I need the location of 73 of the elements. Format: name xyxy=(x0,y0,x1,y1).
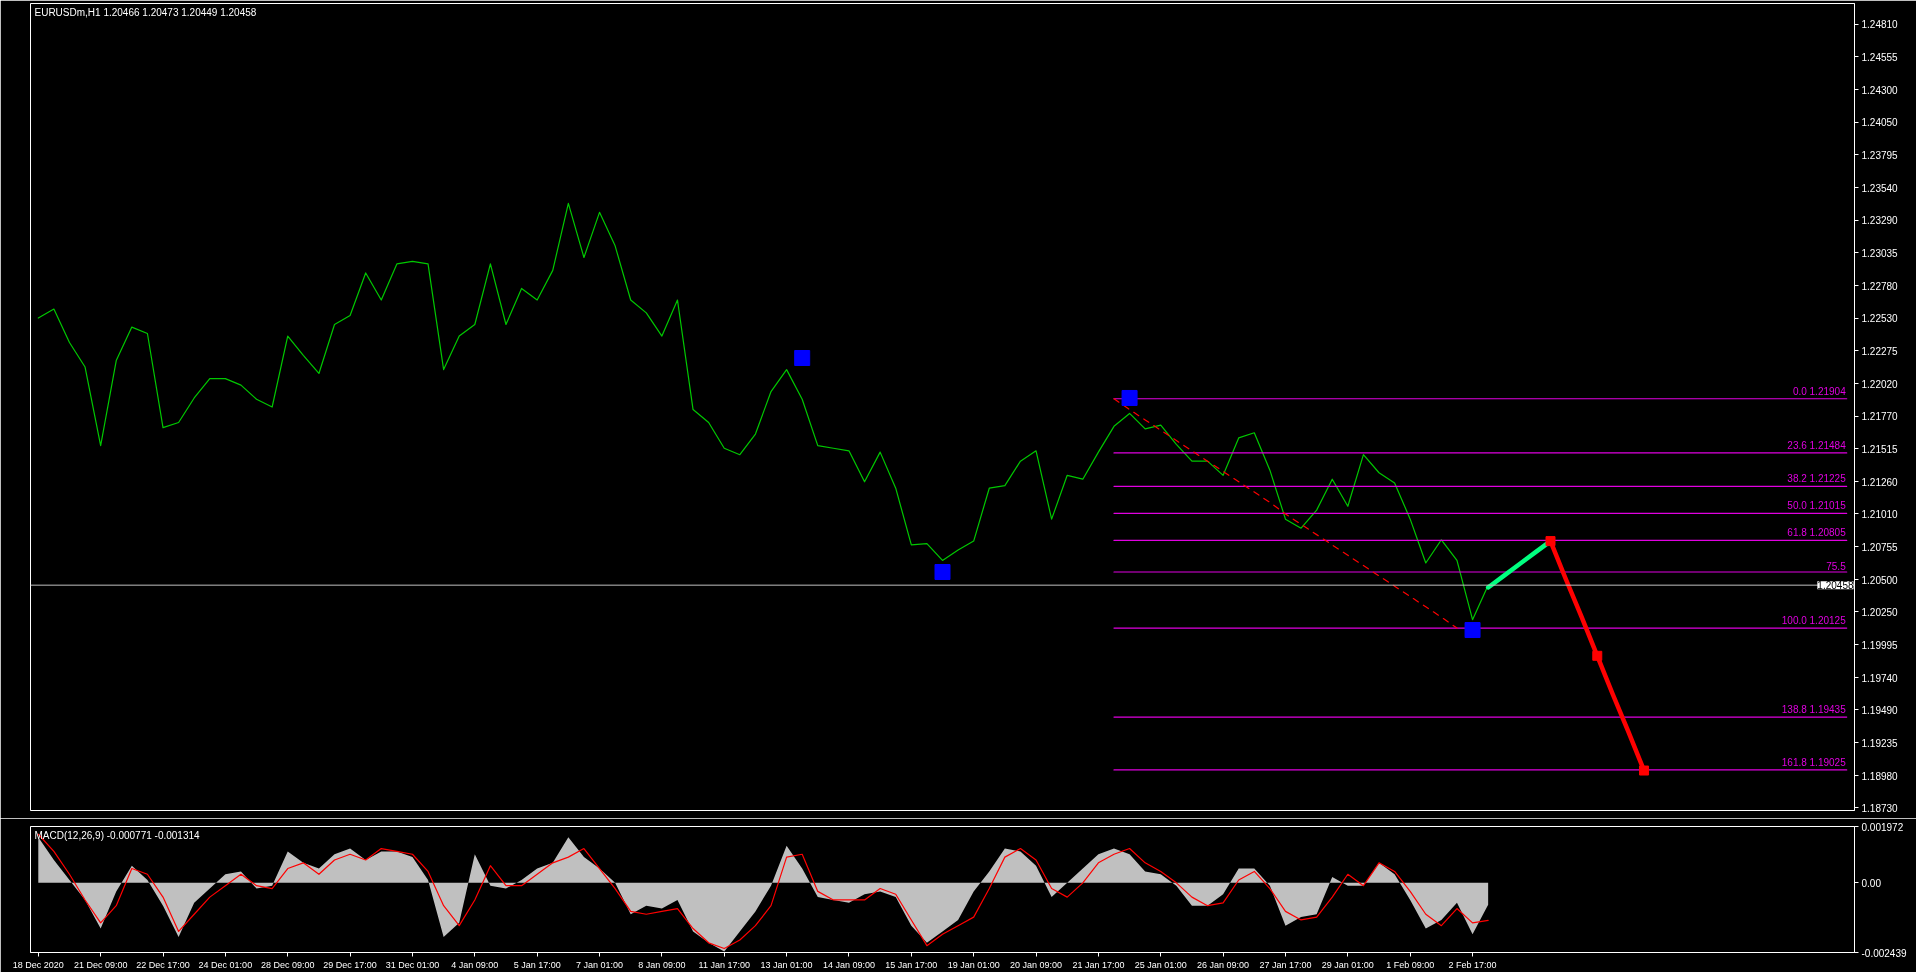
chart-title: MACD(12,26,9) -0.000771 -0.001314 xyxy=(34,829,201,841)
x-tick-label: 28 Dec 09:00 xyxy=(260,959,315,970)
x-tick-label: 24 Dec 01:00 xyxy=(198,959,253,970)
y-tick-label: 1.19995 xyxy=(1861,639,1899,651)
x-tick-label: 19 Jan 01:00 xyxy=(947,959,1000,970)
x-tick-label: 29 Dec 17:00 xyxy=(323,959,377,970)
point xyxy=(934,564,951,581)
y-tick-label: -0.002439 xyxy=(1861,947,1907,959)
line-series xyxy=(37,202,1489,621)
y-tick-label: 1.23035 xyxy=(1861,247,1899,259)
x-tick-label: 26 Jan 09:00 xyxy=(1197,959,1250,970)
x-tick-label: 14 Jan 09:00 xyxy=(822,959,875,970)
y-tick-label: 1.19490 xyxy=(1861,704,1899,716)
x-tick-label: 18 Dec 2020 xyxy=(12,959,64,970)
series-label: 50.0 1.21015 xyxy=(1787,500,1847,512)
series-label: 0.0 1.21904 xyxy=(1792,385,1847,397)
y-tick-label: 1.24555 xyxy=(1861,52,1899,63)
x-tick-label: 15 Jan 17:00 xyxy=(885,959,938,970)
y-tick-label: 1.20250 xyxy=(1861,606,1899,618)
series-label: 138.8 1.19435 xyxy=(1781,704,1847,716)
x-tick-label: 21 Jan 17:00 xyxy=(1072,959,1125,970)
series-label: 23.6 1.21484 xyxy=(1787,439,1847,451)
ref-line-label: 1.20458 xyxy=(1817,580,1854,592)
x-tick-label: 21 Dec 09:00 xyxy=(73,959,128,970)
y-tick-label: 0.001972 xyxy=(1861,821,1904,833)
series-label: 38.2 1.21225 xyxy=(1787,473,1847,485)
point xyxy=(1592,650,1603,661)
point xyxy=(1121,389,1138,406)
x-tick-label: 7 Jan 01:00 xyxy=(576,959,624,970)
x-tick-label: 13 Jan 01:00 xyxy=(760,959,813,970)
x-tick-label: 8 Jan 09:00 xyxy=(638,959,686,970)
series-label: 161.8 1.19025 xyxy=(1781,756,1847,768)
series-label: 100.0 1.20125 xyxy=(1781,615,1847,627)
y-tick-label: 1.23290 xyxy=(1861,215,1899,227)
x-tick-label: 20 Jan 09:00 xyxy=(1010,959,1063,970)
x-tick-label: 11 Jan 17:00 xyxy=(698,959,750,970)
y-tick-label: 1.24050 xyxy=(1861,117,1899,129)
point xyxy=(1464,622,1481,639)
series-label: 61.8 1.20805 xyxy=(1787,527,1847,539)
y-tick-label: 1.23540 xyxy=(1861,182,1899,194)
x-tick-label: 2 Feb 17:00 xyxy=(1448,959,1497,970)
y-tick-label: 1.24300 xyxy=(1861,84,1899,96)
y-tick-label: 0.00 xyxy=(1861,877,1882,889)
line-series xyxy=(1113,398,1458,629)
x-tick-label: 4 Jan 09:00 xyxy=(451,959,499,970)
y-tick-label: 1.18730 xyxy=(1861,802,1899,814)
x-tick-label: 29 Jan 01:00 xyxy=(1321,959,1374,970)
y-tick-label: 1.22275 xyxy=(1861,345,1899,357)
y-tick-label: 1.19235 xyxy=(1861,737,1899,749)
y-tick-label: 1.18980 xyxy=(1861,770,1899,782)
y-tick-label: 1.21515 xyxy=(1861,443,1899,455)
y-tick-label: 1.24810 xyxy=(1861,19,1899,31)
y-tick-label: 1.19740 xyxy=(1861,672,1899,684)
series-label: 75.5 xyxy=(1826,561,1847,573)
y-tick-label: 1.20500 xyxy=(1861,574,1899,586)
chart-title: EURUSDm,H1 1.20466 1.20473 1.20449 1.20458 xyxy=(34,6,257,18)
y-tick-label: 1.20755 xyxy=(1861,541,1899,553)
y-tick-label: 1.21770 xyxy=(1861,411,1899,423)
point xyxy=(794,350,811,367)
y-tick-label: 1.21010 xyxy=(1861,509,1899,520)
y-tick-label: 1.23795 xyxy=(1861,149,1899,161)
x-tick-label: 5 Jan 17:00 xyxy=(513,959,561,970)
point xyxy=(1545,536,1556,547)
y-tick-label: 1.22780 xyxy=(1861,280,1899,292)
x-tick-label: 22 Dec 17:00 xyxy=(136,959,190,970)
x-tick-label: 25 Jan 01:00 xyxy=(1134,959,1187,970)
x-tick-label: 27 Jan 17:00 xyxy=(1259,959,1312,970)
x-tick-label: 1 Feb 09:00 xyxy=(1386,959,1435,970)
point xyxy=(1639,765,1650,776)
y-tick-label: 1.22020 xyxy=(1861,378,1899,390)
x-tick-label: 31 Dec 01:00 xyxy=(385,959,440,970)
y-tick-label: 1.21260 xyxy=(1861,476,1899,488)
y-tick-label: 1.22530 xyxy=(1861,313,1899,325)
